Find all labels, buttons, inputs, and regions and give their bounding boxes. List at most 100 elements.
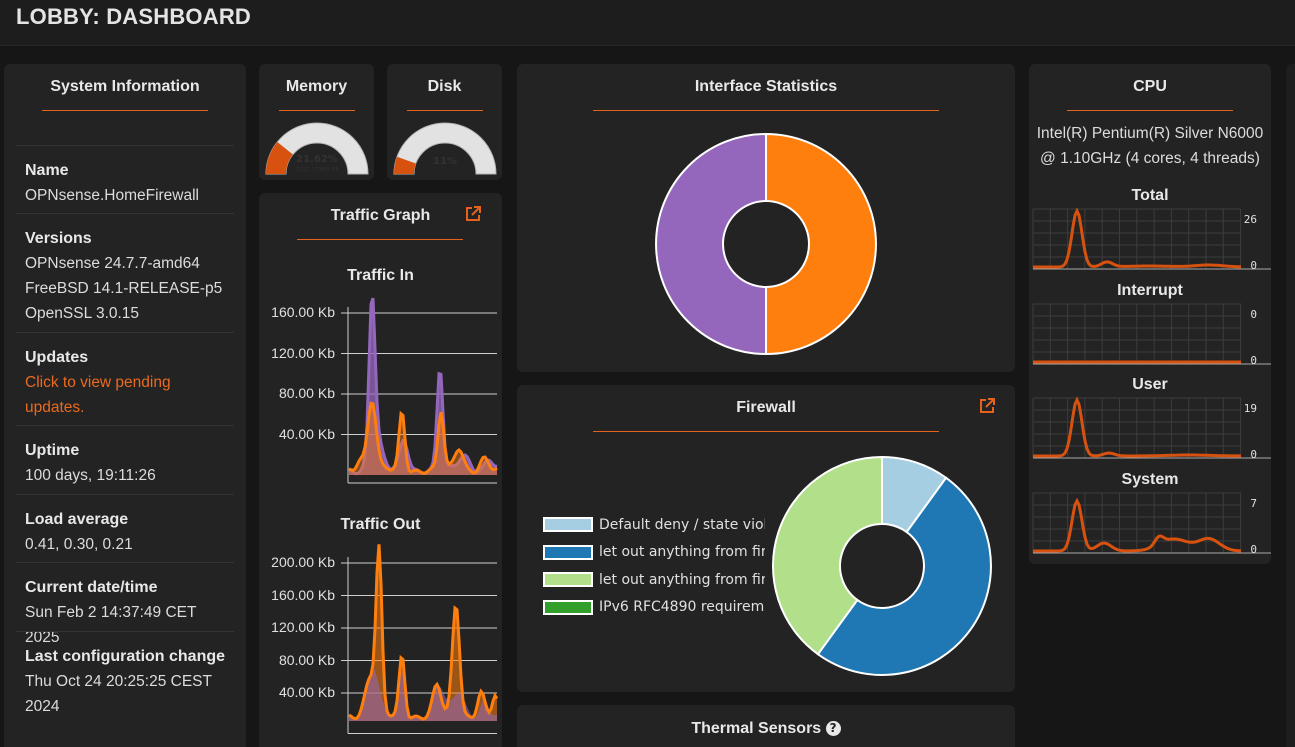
memory-percent: 21.62% bbox=[296, 154, 338, 165]
external-link-icon[interactable] bbox=[464, 205, 482, 223]
legend-swatch bbox=[543, 544, 593, 560]
thermal-sensors-widget: Thermal Sensors ? bbox=[517, 705, 1015, 747]
system-info-label: Last configuration change bbox=[25, 648, 226, 665]
cpu-graph-min: 0 bbox=[1250, 353, 1257, 367]
disk-percent: 11% bbox=[433, 156, 457, 167]
offscreen-widget bbox=[1286, 64, 1295, 747]
y-tick-label: 200.00 Kb bbox=[271, 554, 335, 570]
system-info-label: Name bbox=[25, 162, 69, 179]
traffic-in-grid bbox=[341, 307, 497, 484]
cpu-sparkline bbox=[1032, 303, 1271, 364]
title-underline bbox=[593, 110, 939, 111]
thermal-sensors-title-text: Thermal Sensors bbox=[691, 720, 822, 737]
system-information-title: System Information bbox=[50, 78, 200, 95]
traffic-in-title: Traffic In bbox=[347, 267, 414, 284]
system-info-row: Load average 0.41, 0.30, 0.21 bbox=[16, 494, 234, 557]
pending-updates-link[interactable]: Click to view pending updates. bbox=[25, 374, 171, 416]
system-info-label: Current date/time bbox=[25, 579, 158, 596]
legend-label: IPv6 RFC4890 requirements (ICMP) bbox=[599, 599, 765, 616]
cpu-title: CPU bbox=[1133, 78, 1167, 95]
cpu-graph-max: 19 bbox=[1243, 402, 1257, 415]
system-info-value: 0.41, 0.30, 0.21 bbox=[25, 536, 133, 553]
legend-item[interactable]: IPv6 RFC4890 requirements (ICMP) bbox=[543, 599, 765, 617]
memory-gauge-fill bbox=[266, 141, 293, 174]
memory-widget: Memory 21.62% (1727 / 7988) MB bbox=[259, 64, 374, 180]
traffic-graph-title: Traffic Graph bbox=[330, 207, 431, 224]
legend-item[interactable]: Default deny / state violation rule bbox=[543, 516, 765, 534]
memory-gauge-track bbox=[265, 122, 369, 175]
cpu-sparkline bbox=[1032, 492, 1271, 553]
system-info-value: OPNsense 24.7.7-amd64 bbox=[25, 255, 200, 272]
cpu-sparkline bbox=[1032, 207, 1271, 270]
cpu-graph-min: 0 bbox=[1250, 259, 1257, 272]
disk-gauge-track bbox=[393, 122, 497, 175]
system-info-label: Updates bbox=[25, 349, 89, 366]
interface-statistics-donut bbox=[655, 132, 877, 356]
system-info-label: Versions bbox=[25, 230, 92, 247]
system-info-row: Uptime 100 days, 19:11:26 bbox=[16, 425, 234, 488]
legend-item[interactable]: let out anything from firewall host itse… bbox=[543, 571, 765, 589]
title-underline bbox=[593, 431, 939, 432]
cpu-graph-max: 26 bbox=[1243, 213, 1257, 226]
firewall-slice[interactable] bbox=[816, 476, 992, 676]
system-info-value: Thu Oct 24 20:25:25 CEST 2024 bbox=[25, 673, 212, 715]
cpu-graph-title: User bbox=[1132, 376, 1168, 393]
cpu-sparkline-grid bbox=[1032, 397, 1242, 459]
y-tick-label: 120.00 Kb bbox=[271, 344, 335, 361]
firewall-widget: Firewall Default deny / state violation … bbox=[517, 385, 1015, 692]
cpu-graph-max: 0 bbox=[1250, 307, 1257, 321]
title-underline bbox=[407, 110, 483, 111]
system-info-value: 100 days, 19:11:26 bbox=[25, 467, 156, 484]
legend-item[interactable]: let out anything from firewall host itse… bbox=[543, 544, 765, 562]
memory-detail: (1727 / 7988) MB bbox=[295, 167, 339, 173]
legend-label: let out anything from firewall host itse… bbox=[599, 544, 765, 561]
title-underline bbox=[1067, 110, 1233, 111]
y-tick-label: 160.00 Kb bbox=[271, 304, 335, 320]
system-information-widget: System Information Name OPNsense.HomeFire… bbox=[4, 64, 246, 747]
system-info-row: Updates Click to view pending updates. bbox=[16, 332, 234, 420]
cpu-graph-title: Interrupt bbox=[1117, 281, 1183, 299]
traffic-out-title: Traffic Out bbox=[340, 516, 421, 533]
external-link-icon[interactable] bbox=[978, 397, 996, 415]
memory-gauge: 21.62% (1727 / 7988) MB bbox=[265, 122, 369, 175]
title-underline bbox=[279, 110, 355, 111]
title-underline bbox=[42, 110, 208, 111]
legend-swatch bbox=[543, 572, 593, 588]
cpu-graph-title: Total bbox=[1131, 187, 1169, 204]
cpu-sparkline-line bbox=[1033, 396, 1242, 458]
traffic-out-grid bbox=[341, 557, 497, 734]
system-info-value: Sun Feb 2 14:37:49 CET 2025 bbox=[25, 604, 197, 646]
traffic-graph-widget: Traffic Graph Traffic In 160.00 Kb 120.00… bbox=[259, 193, 502, 747]
cpu-sparkline bbox=[1032, 396, 1271, 459]
disk-widget: Disk 11% bbox=[387, 64, 502, 180]
y-tick-label: 80.00 Kb bbox=[278, 385, 335, 401]
cpu-graph-min: 0 bbox=[1250, 448, 1257, 461]
firewall-slice[interactable] bbox=[772, 455, 883, 656]
cpu-model-line2: @ 1.10GHz (4 cores, 4 threads) bbox=[1040, 150, 1260, 167]
page-title: LOBBY: DASHBOARD bbox=[16, 4, 252, 29]
interface-statistics-slice[interactable] bbox=[765, 132, 877, 356]
question-circle-icon[interactable]: ? bbox=[825, 721, 841, 736]
cpu-graph-title: System bbox=[1121, 470, 1179, 488]
y-tick-label: 40.00 Kb bbox=[278, 425, 335, 442]
thermal-sensors-title: Thermal Sensors ? bbox=[517, 720, 1015, 738]
disk-gauge: 11% bbox=[393, 122, 497, 175]
cpu-sparkline-line bbox=[1033, 497, 1242, 552]
system-info-row: Versions OPNsense 24.7.7-amd64 FreeBSD 14.… bbox=[16, 213, 234, 326]
cpu-model-line1: Intel(R) Pentium(R) Silver N6000 bbox=[1036, 125, 1264, 142]
disk-gauge-fill bbox=[394, 156, 416, 174]
system-info-label: Load average bbox=[25, 511, 129, 528]
traffic-out-series-line bbox=[348, 544, 499, 721]
cpu-sparkline-grid bbox=[1032, 303, 1242, 364]
legend-swatch bbox=[543, 517, 593, 533]
cpu-sparkline-line bbox=[1033, 207, 1241, 269]
cpu-graph-min: 0 bbox=[1250, 542, 1257, 556]
page-header: LOBBY: DASHBOARD bbox=[0, 0, 1295, 46]
interface-statistics-widget: Interface Statistics bbox=[517, 64, 1015, 372]
system-info-row: Current date/time Sun Feb 2 14:37:49 CET … bbox=[16, 562, 234, 650]
firewall-donut bbox=[772, 455, 992, 676]
memory-title: Memory bbox=[285, 78, 348, 95]
system-info-value: OpenSSL 3.0.15 bbox=[25, 305, 140, 322]
interface-statistics-slice[interactable] bbox=[655, 132, 767, 356]
interface-statistics-title: Interface Statistics bbox=[694, 78, 838, 95]
